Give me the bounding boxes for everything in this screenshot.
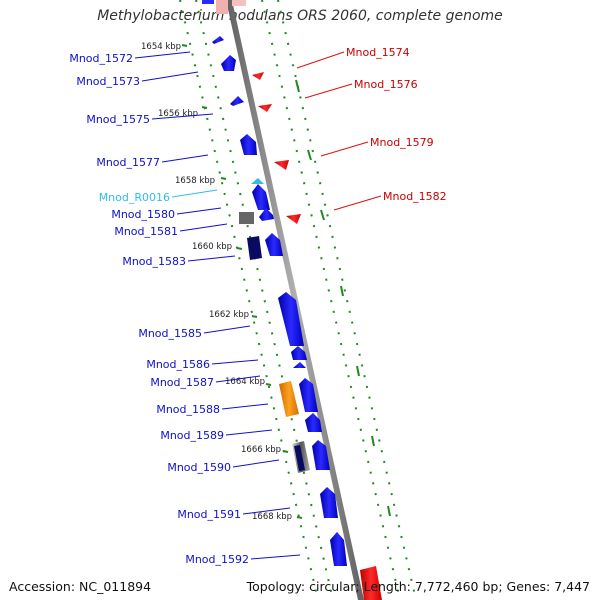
left-label-leader-line [225, 429, 273, 436]
kbp-tick-label: 1656 kbp [158, 109, 198, 119]
top-blue-cap [202, 0, 214, 4]
left-label-leader-line [232, 459, 280, 468]
kbp-tick-label: 1662 kbp [209, 310, 249, 320]
left-gene-label: Mnod_1585 [138, 327, 202, 340]
right-gene-label: Mnod_1574 [346, 46, 410, 59]
gene-mnod-1580 [252, 184, 270, 210]
left-label-leader-line [161, 154, 209, 163]
gene-mnod-1583 [265, 233, 283, 256]
left-gene-label: Mnod_1572 [69, 52, 133, 65]
gene-mnod-1575 [230, 96, 244, 106]
right-gene-label: Mnod_1576 [354, 78, 418, 91]
left-gene-label: Mnod_1573 [76, 75, 140, 88]
right-label-leader-line [296, 51, 345, 69]
orange-feature-1587 [279, 381, 299, 417]
gene-mnod-1588 [305, 413, 322, 432]
top-pink-feature [216, 0, 228, 14]
gene-mnod-1590 [312, 440, 330, 470]
left-gene-label: Mnod_1589 [160, 429, 224, 442]
gene-mnod-1577 [240, 134, 257, 155]
gene-mnod-1586b [293, 362, 306, 368]
gene-mnod-1574 [252, 72, 264, 80]
right-gene-label: Mnod_1582 [383, 190, 447, 203]
left-gene-label: Mnod_1590 [167, 461, 231, 474]
left-label-leader-line [250, 554, 301, 560]
kbp-tick-label: 1654 kbp [141, 42, 181, 52]
left-label-leader-line [176, 207, 222, 215]
right-gene-label: Mnod_1579 [370, 136, 434, 149]
kbp-tick-label: 1658 kbp [175, 176, 215, 186]
left-gene-label: Mnod_1591 [177, 508, 241, 521]
left-gene-label: Mnod_1580 [111, 208, 175, 221]
gene-mnod-1581 [259, 208, 274, 221]
gene-mnod-1591 [320, 487, 338, 518]
gene-mnod-1573 [221, 55, 236, 71]
left-label-leader-line [187, 255, 236, 262]
kbp-tick-label: 1668 kbp [252, 512, 292, 522]
left-label-leader-line [134, 51, 191, 59]
kbp-tick-label: 1660 kbp [192, 242, 232, 252]
left-gene-label: Mnod_1592 [185, 553, 249, 566]
gene-mnod-1579 [274, 160, 289, 170]
gene-mnod-1576 [258, 104, 272, 112]
left-label-leader-line [179, 223, 228, 232]
gene-bottom-red [360, 566, 382, 600]
left-label-leader-line [141, 71, 199, 82]
left-gene-label: Mnod_R0016 [99, 191, 170, 204]
right-track-ticks [295, 79, 391, 517]
left-label-leader-line [242, 507, 291, 515]
left-gene-label: Mnod_1583 [122, 255, 186, 268]
left-gene-labels: Mnod_1572 Mnod_1573 Mnod_1575 Mnod_1577 Mnod… [69, 51, 301, 566]
left-gene-label: Mnod_1588 [156, 403, 220, 416]
topology-label: Topology: circular; Length: 7,772,460 bp… [246, 579, 590, 594]
gene-mnod-1582 [286, 214, 301, 224]
right-label-leader-line [320, 141, 369, 157]
left-label-leader-line [211, 359, 259, 365]
left-label-leader-line [151, 113, 214, 120]
right-label-leader-line [333, 195, 382, 211]
right-label-leader-line [304, 83, 353, 99]
kbp-tick-label: 1664 kbp [225, 377, 265, 387]
left-gene-label: Mnod_1581 [114, 225, 178, 238]
dark-feature-1583 [247, 236, 262, 260]
left-label-leader-line [171, 189, 218, 198]
gene-mnod-1585 [278, 292, 304, 346]
gene-mnod-1592 [330, 532, 347, 566]
left-track-ticks [181, 44, 303, 519]
forward-genes [212, 36, 347, 566]
left-gene-label: Mnod_1577 [96, 156, 160, 169]
gene-mnod-1586 [291, 346, 307, 360]
left-gene-label: Mnod_1575 [86, 113, 150, 126]
gray-feature-1580 [239, 212, 254, 224]
right-gene-labels: Mnod_1574 Mnod_1576 Mnod_1579 Mnod_1582 [296, 46, 447, 211]
accession-label: Accession: NC_011894 [9, 579, 152, 594]
left-gene-label: Mnod_1586 [146, 358, 210, 371]
left-gene-label: Mnod_1587 [150, 376, 214, 389]
gene-mnod-1572 [212, 36, 224, 44]
kbp-tick-label: 1666 kbp [241, 445, 281, 455]
top-pink-feature-2 [232, 0, 246, 6]
kbp-tick-labels: 1654 kbp 1656 kbp 1658 kbp 1660 kbp 1662 kbp… [141, 42, 292, 522]
reverse-genes [252, 72, 382, 600]
left-label-leader-line [203, 325, 251, 334]
gene-mnod-1587 [299, 378, 318, 412]
rna-mnod-r0016 [251, 178, 264, 184]
left-label-leader-line [215, 375, 261, 383]
left-label-leader-line [221, 403, 269, 410]
dark-feature-1589 [294, 445, 305, 471]
